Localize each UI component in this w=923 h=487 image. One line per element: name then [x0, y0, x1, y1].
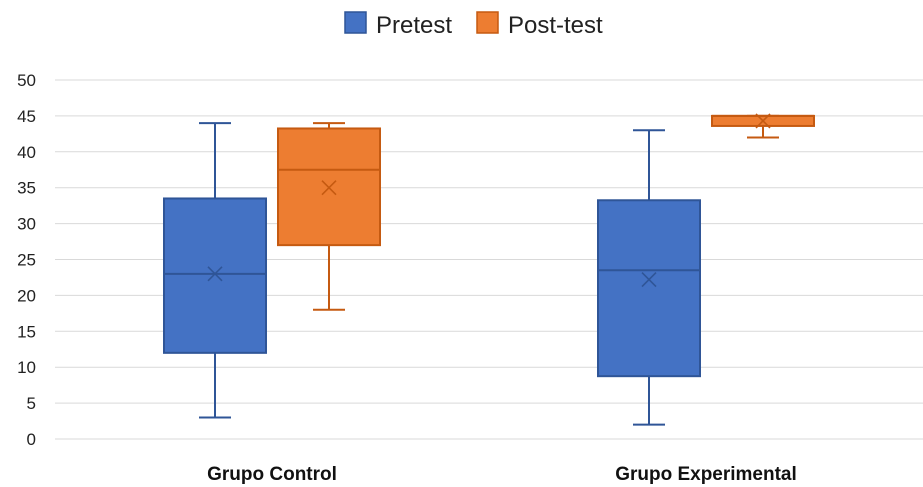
mean-marker [321, 180, 337, 196]
box-post-test-1 [711, 113, 815, 139]
mean-marker [641, 272, 657, 288]
x-category-label: Grupo Experimental [615, 464, 797, 485]
x-category-label: Grupo Control [207, 464, 337, 485]
y-tick-label: 15 [17, 322, 36, 341]
box-pretest-1 [597, 129, 701, 426]
y-tick-label: 0 [27, 430, 36, 449]
mean-marker [755, 113, 771, 129]
legend-label: Pretest [376, 12, 452, 39]
mean-marker [207, 266, 223, 282]
y-tick-label: 20 [17, 286, 36, 305]
y-tick-label: 45 [17, 107, 36, 126]
legend-swatch [344, 11, 367, 34]
legend-label: Post-test [508, 12, 603, 39]
chart-legend: Pretest Post-test [344, 11, 603, 39]
legend-swatch [476, 11, 499, 34]
plot-area [163, 113, 815, 426]
box-iqr [163, 197, 267, 354]
box-iqr [597, 199, 701, 378]
y-tick-label: 30 [17, 215, 36, 234]
y-tick-label: 5 [27, 394, 36, 413]
y-tick-label: 50 [17, 71, 36, 90]
y-tick-label: 25 [17, 251, 36, 270]
box-post-test-0 [277, 122, 381, 311]
x-axis: Grupo Control Grupo Experimental [207, 464, 797, 485]
y-axis: 0 5 10 15 20 25 30 35 40 45 50 [17, 71, 36, 449]
y-tick-label: 40 [17, 143, 36, 162]
box-pretest-0 [163, 122, 267, 419]
y-tick-label: 35 [17, 179, 36, 198]
y-tick-label: 10 [17, 358, 36, 377]
